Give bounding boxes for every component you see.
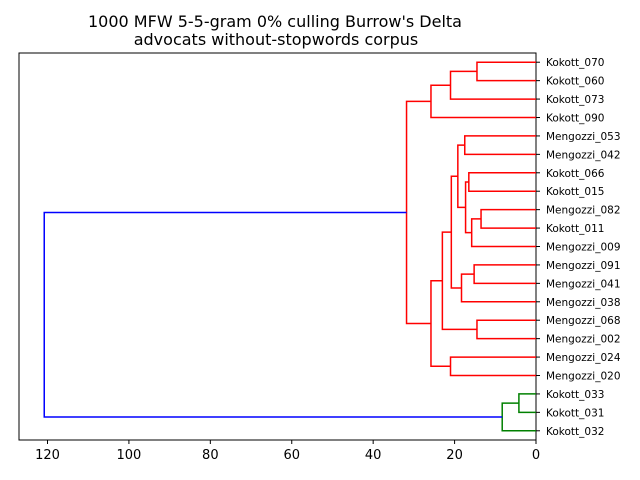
leaf-label: Mengozzi_038 (546, 297, 621, 309)
dendrogram-link-11 (450, 175, 462, 289)
x-tick-label: 20 (446, 448, 463, 463)
dendrogram-link-19 (43, 211, 503, 418)
leaf-label: Mengozzi_091 (546, 260, 621, 272)
leaf-label: Kokott_011 (546, 223, 604, 235)
dendrogram-link-18 (501, 402, 536, 432)
dendrogram-link-2 (430, 84, 536, 119)
dendrogram-link-14 (449, 356, 536, 377)
leaf-label: Mengozzi_082 (546, 205, 621, 217)
dendrogram-link-5 (480, 208, 536, 229)
leaf-labels: Kokott_070 Kokott_060 Kokott_073 Kokott_090… (536, 57, 621, 438)
leaf-label: Mengozzi_024 (546, 352, 621, 364)
leaf-label: Mengozzi_009 (546, 242, 621, 254)
leaf-label: Kokott_070 (546, 57, 604, 69)
leaf-label: Mengozzi_002 (546, 334, 621, 346)
chart-title-line-2: advocats without-stopwords corpus (134, 30, 419, 49)
leaf-label: Kokott_066 (546, 168, 605, 180)
leaf-label: Mengozzi_020 (546, 371, 621, 383)
x-tick-label: 80 (202, 448, 219, 463)
dendrogram-link-17 (518, 393, 536, 414)
dendrogram-link-3 (464, 135, 536, 156)
chart-title-line-1: 1000 MFW 5-5-gram 0% culling Burrow's De… (88, 12, 462, 31)
dendrogram-link-12 (476, 319, 536, 340)
leaf-label: Kokott_090 (546, 113, 604, 125)
leaf-label: Kokott_032 (546, 426, 604, 438)
x-tick-label: 60 (283, 448, 300, 463)
leaf-label: Kokott_033 (546, 389, 604, 401)
leaf-label: Mengozzi_042 (546, 149, 621, 161)
plot-area (18, 52, 537, 441)
x-tick-label: 120 (35, 448, 60, 463)
x-tick-label: 100 (116, 448, 141, 463)
dendrogram-link-16 (405, 100, 431, 325)
dendrogram-link-4 (468, 172, 536, 192)
x-axis: 120 100 80 60 40 20 0 (35, 440, 540, 463)
dendrogram-links (43, 61, 536, 432)
dendrogram-link-1 (449, 70, 536, 100)
leaf-label: Kokott_073 (546, 94, 604, 106)
dendrogram-link-10 (460, 273, 536, 303)
x-tick-label: 40 (365, 448, 382, 463)
leaf-label: Mengozzi_068 (546, 315, 621, 327)
leaf-label: Kokott_015 (546, 186, 604, 198)
leaf-label: Mengozzi_041 (546, 278, 621, 290)
dendrogram-link-15 (430, 280, 451, 368)
leaf-label: Mengozzi_053 (546, 131, 621, 143)
leaf-label: Kokott_060 (546, 76, 604, 88)
dendrogram-link-9 (473, 264, 536, 285)
dendrogram-link-0 (476, 61, 536, 82)
x-tick-label: 0 (532, 448, 540, 463)
leaf-label: Kokott_031 (546, 407, 604, 419)
